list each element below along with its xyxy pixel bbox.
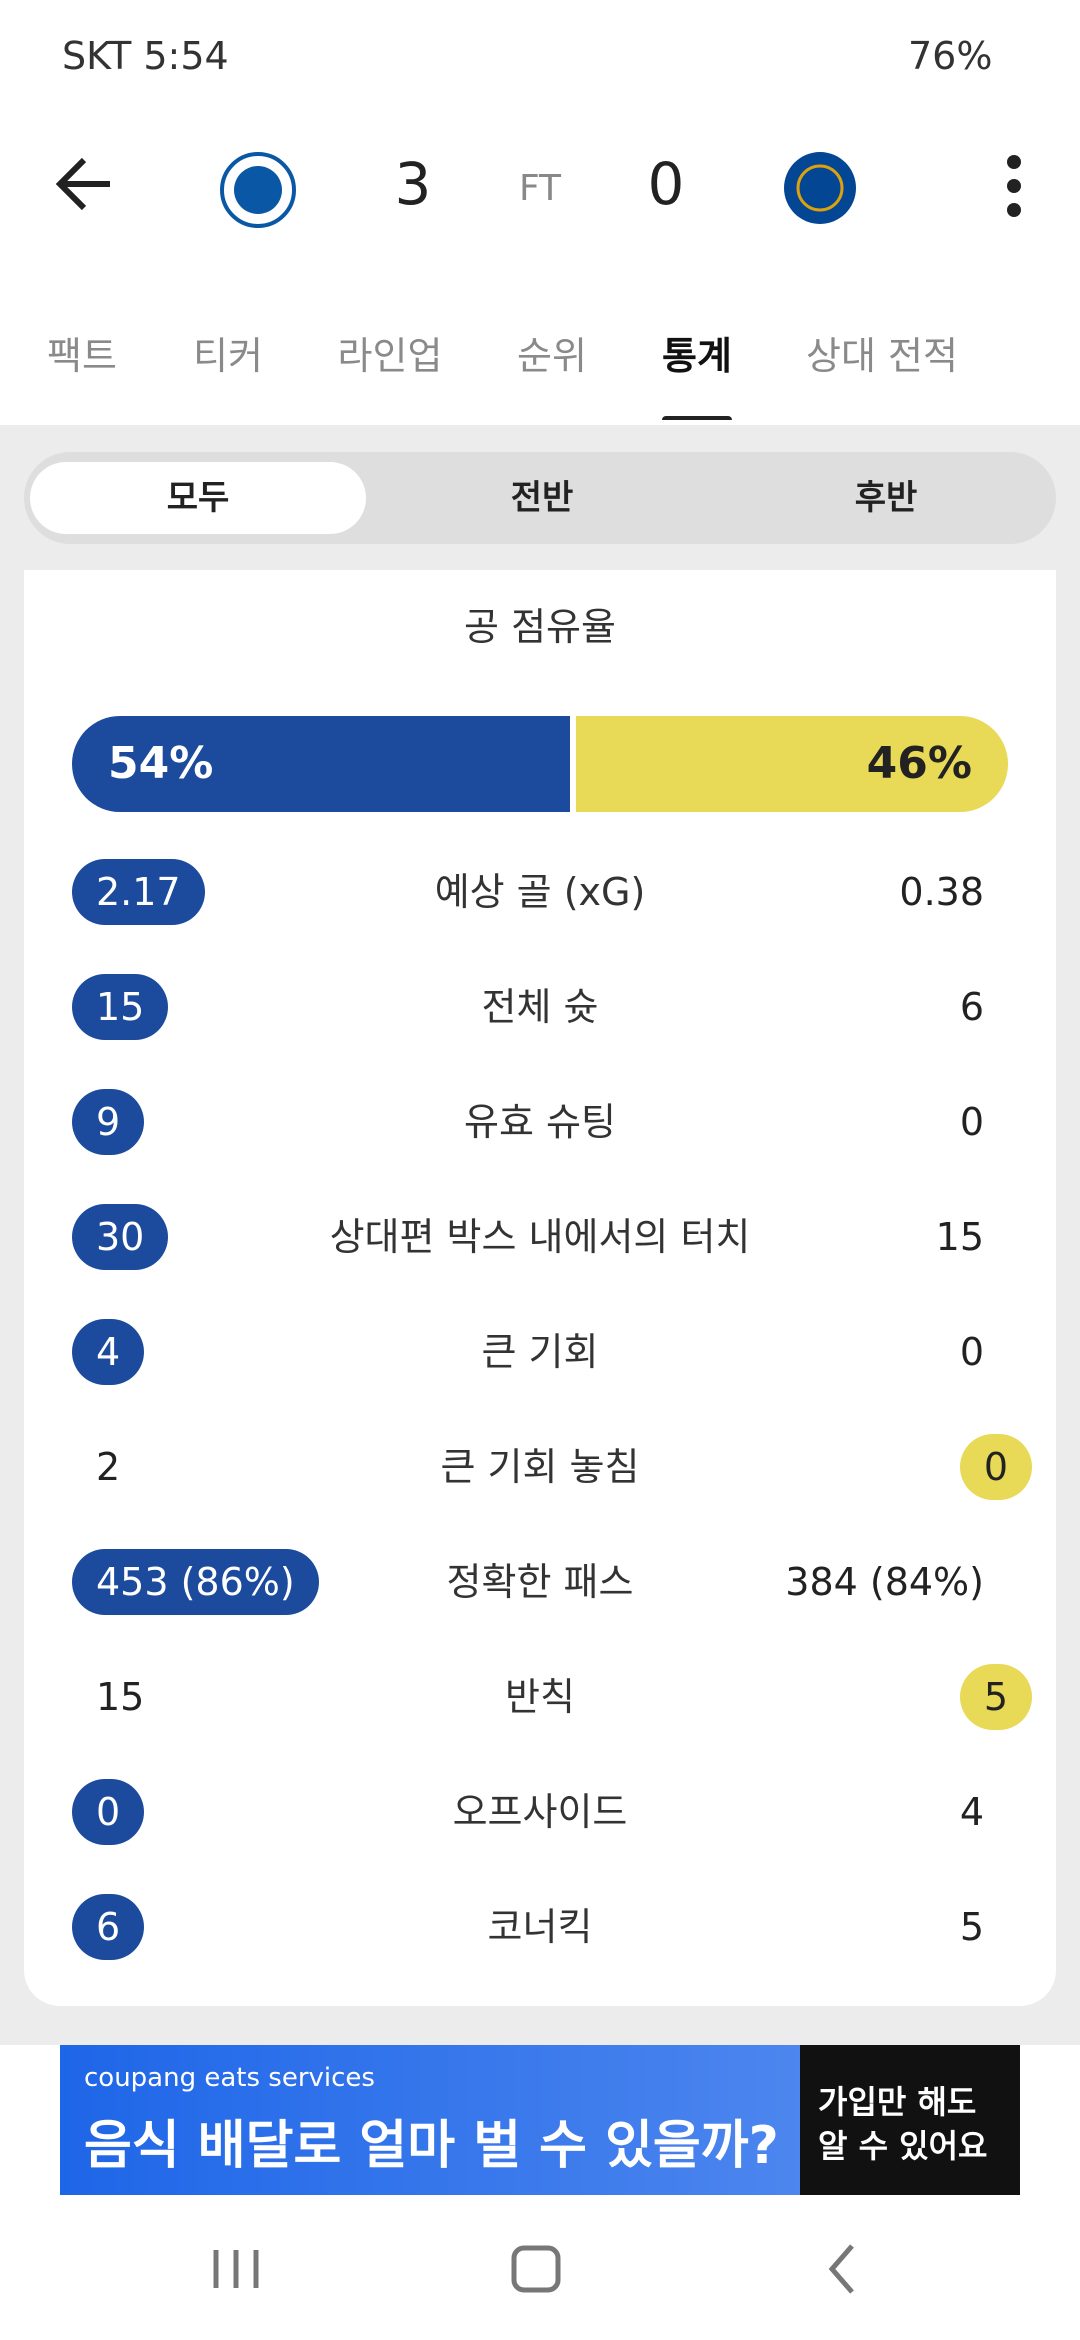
stat-label: 코너킥 — [487, 1905, 593, 1949]
segment[interactable]: 전반 — [510, 478, 574, 518]
away-value: 5 — [959, 1905, 984, 1949]
nav-home[interactable] — [511, 2245, 561, 2293]
home-logo-inner — [234, 166, 282, 214]
stat-label: 전체 슛 — [481, 985, 599, 1029]
nav-back[interactable] — [828, 2244, 854, 2294]
segment[interactable]: 모두 — [30, 462, 366, 534]
match-status: FT — [518, 168, 562, 209]
back-button[interactable] — [55, 157, 110, 211]
away-value: 5 — [959, 1664, 1032, 1730]
stat-label: 정확한 패스 — [446, 1560, 634, 1604]
stat-label: 큰 기회 — [481, 1330, 599, 1374]
away-value: 15 — [935, 1215, 984, 1259]
ad-side-line2: 알 수 있어요 — [818, 2127, 988, 2165]
away-score: 0 — [647, 150, 685, 218]
tab[interactable]: 티커 — [193, 334, 263, 378]
away-logo[interactable] — [784, 152, 856, 224]
away-logo-ring — [796, 164, 844, 212]
tab[interactable]: 순위 — [517, 334, 587, 378]
possession-home: 54% — [72, 716, 570, 812]
stat-row: 4 큰 기회 0 — [24, 1312, 1056, 1392]
home-score: 3 — [394, 150, 432, 218]
away-value: 384 (84%) — [785, 1560, 984, 1604]
away-value: 0 — [959, 1434, 1032, 1500]
home-value: 4 — [72, 1319, 145, 1385]
home-value: 2.17 — [72, 859, 205, 925]
stat-label: 반칙 — [505, 1675, 575, 1719]
stat-row: 6 코너킥 5 — [24, 1887, 1056, 1967]
home-value: 6 — [72, 1894, 145, 1960]
stat-row: 9 유효 슈팅 0 — [24, 1082, 1056, 1162]
home-value: 9 — [72, 1089, 145, 1155]
away-value: 4 — [959, 1790, 984, 1834]
segment[interactable]: 후반 — [854, 478, 918, 518]
battery: 76% — [908, 34, 993, 78]
stat-row: 453 (86%) 정확한 패스 384 (84%) — [24, 1542, 1056, 1622]
away-value: 6 — [959, 985, 984, 1029]
away-value: 0.38 — [899, 870, 984, 914]
home-value: 2 — [96, 1445, 121, 1489]
tab[interactable]: 라인업 — [337, 334, 443, 378]
nav-bar — [213, 2244, 854, 2294]
stat-label: 예상 골 (xG) — [434, 870, 646, 914]
tab[interactable]: 상대 전적 — [806, 334, 958, 378]
stat-row: 15 반칙 5 — [24, 1657, 1056, 1737]
stat-label: 유효 슈팅 — [464, 1100, 616, 1144]
stat-label: 상대편 박스 내에서의 터치 — [329, 1215, 751, 1259]
stat-label: 큰 기회 놓침 — [440, 1445, 640, 1489]
stat-row: 2.17 예상 골 (xG) 0.38 — [24, 852, 1056, 932]
home-value: 30 — [72, 1204, 169, 1270]
tab[interactable]: 팩트 — [47, 334, 117, 378]
header-icons — [55, 152, 1021, 420]
nav-recent[interactable] — [213, 2250, 259, 2288]
stat-row: 0 오프사이드 4 — [24, 1772, 1056, 1852]
stat-row: 2 큰 기회 놓침 0 — [24, 1427, 1056, 1507]
away-value: 0 — [959, 1100, 984, 1144]
possession-title: 공 점유율 — [464, 605, 616, 649]
home-value: 15 — [72, 974, 169, 1040]
stat-row: 15 전체 슛 6 — [24, 967, 1056, 1047]
ad-brand: coupang eats services — [84, 2063, 375, 2093]
ad-headline: 음식 배달로 얼마 벌 수 있을까? — [84, 2116, 779, 2176]
tab[interactable]: 통계 — [662, 334, 732, 378]
stat-row: 30 상대편 박스 내에서의 터치 15 — [24, 1197, 1056, 1277]
home-value: 15 — [96, 1675, 145, 1719]
carrier-time: SKT 5:54 — [62, 34, 229, 78]
ad-side-line1: 가입만 해도 — [818, 2083, 977, 2121]
home-value: 0 — [72, 1779, 145, 1845]
stat-label: 오프사이드 — [452, 1790, 628, 1834]
possession-away: 46% — [576, 716, 1008, 812]
away-value: 0 — [959, 1330, 984, 1374]
more-menu[interactable] — [1007, 155, 1021, 217]
home-value: 453 (86%) — [72, 1549, 319, 1615]
ad-side: 가입만 해도 알 수 있어요 — [800, 2045, 1020, 2195]
ad-banner[interactable]: coupang eats services 음식 배달로 얼마 벌 수 있을까?… — [60, 2045, 1020, 2195]
tab-indicator — [662, 416, 732, 420]
